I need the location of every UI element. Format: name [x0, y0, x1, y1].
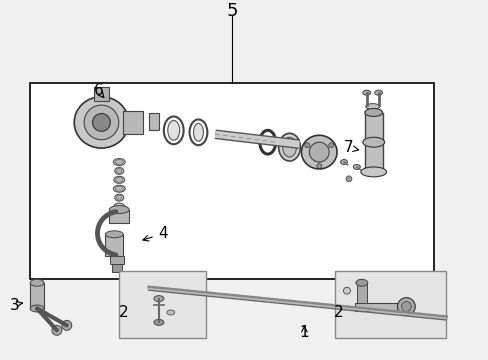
Ellipse shape	[116, 177, 122, 182]
Ellipse shape	[113, 185, 125, 192]
Ellipse shape	[109, 206, 129, 213]
Text: 7: 7	[344, 140, 353, 155]
Circle shape	[61, 320, 72, 330]
Ellipse shape	[301, 135, 336, 169]
Ellipse shape	[355, 279, 367, 286]
Ellipse shape	[193, 123, 203, 141]
Bar	[364, 113, 382, 170]
Ellipse shape	[30, 279, 44, 286]
Circle shape	[328, 143, 333, 148]
Bar	[149, 113, 159, 130]
Ellipse shape	[374, 90, 382, 95]
Ellipse shape	[154, 296, 163, 302]
Bar	[112, 264, 122, 272]
Text: 5: 5	[226, 1, 237, 19]
Text: 6: 6	[93, 83, 103, 98]
Ellipse shape	[105, 231, 123, 238]
Bar	[334, 271, 445, 338]
Text: 4: 4	[158, 226, 167, 241]
Ellipse shape	[278, 133, 300, 161]
Ellipse shape	[360, 167, 386, 177]
Circle shape	[397, 298, 414, 315]
Ellipse shape	[117, 168, 122, 174]
Circle shape	[92, 113, 110, 131]
Ellipse shape	[84, 105, 119, 140]
Ellipse shape	[154, 319, 163, 325]
Bar	[109, 210, 129, 224]
Ellipse shape	[365, 104, 379, 109]
Bar	[105, 234, 123, 256]
Ellipse shape	[407, 309, 418, 316]
Ellipse shape	[117, 195, 122, 200]
Ellipse shape	[164, 286, 186, 300]
Ellipse shape	[166, 310, 174, 315]
Ellipse shape	[402, 306, 423, 319]
Ellipse shape	[364, 109, 382, 117]
Text: 1: 1	[299, 325, 308, 340]
Ellipse shape	[115, 159, 123, 165]
Ellipse shape	[114, 176, 124, 183]
Circle shape	[316, 163, 321, 168]
Circle shape	[52, 325, 61, 335]
Bar	[93, 87, 109, 101]
Bar	[30, 283, 44, 309]
Ellipse shape	[362, 137, 384, 147]
Text: 3: 3	[9, 298, 19, 313]
Ellipse shape	[282, 137, 296, 157]
Bar	[354, 303, 408, 311]
Bar	[30, 83, 433, 279]
Circle shape	[304, 143, 309, 148]
Circle shape	[401, 302, 410, 311]
Bar	[356, 283, 366, 303]
Circle shape	[346, 176, 351, 182]
Bar	[119, 271, 206, 338]
Circle shape	[343, 287, 350, 294]
Ellipse shape	[30, 305, 44, 312]
Ellipse shape	[114, 203, 124, 210]
Ellipse shape	[309, 142, 328, 162]
Ellipse shape	[169, 289, 181, 297]
Ellipse shape	[113, 158, 125, 166]
Ellipse shape	[340, 159, 347, 165]
Ellipse shape	[74, 97, 128, 148]
Text: 2: 2	[118, 305, 128, 320]
Bar	[123, 111, 142, 134]
Ellipse shape	[115, 194, 123, 201]
Ellipse shape	[353, 165, 360, 170]
Ellipse shape	[362, 90, 370, 95]
Ellipse shape	[167, 121, 179, 140]
Bar	[110, 256, 124, 264]
Ellipse shape	[115, 186, 123, 191]
Text: 2: 2	[333, 305, 343, 320]
Ellipse shape	[115, 167, 123, 174]
